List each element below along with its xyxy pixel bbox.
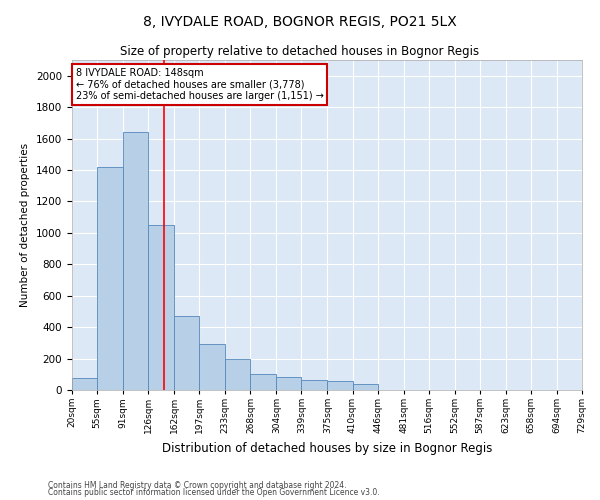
Bar — [72, 378, 97, 390]
Bar — [301, 380, 328, 390]
Bar — [225, 360, 250, 390]
Text: Contains HM Land Registry data © Crown copyright and database right 2024.: Contains HM Land Registry data © Crown c… — [48, 480, 347, 490]
X-axis label: Distribution of detached houses by size in Bognor Regis: Distribution of detached houses by size … — [162, 442, 492, 454]
Text: Size of property relative to detached houses in Bognor Regis: Size of property relative to detached ho… — [121, 45, 479, 58]
Bar — [250, 374, 276, 390]
Bar — [123, 132, 148, 390]
Bar — [353, 384, 379, 390]
Text: 8, IVYDALE ROAD, BOGNOR REGIS, PO21 5LX: 8, IVYDALE ROAD, BOGNOR REGIS, PO21 5LX — [143, 15, 457, 29]
Bar — [97, 167, 123, 390]
Bar — [328, 382, 353, 390]
Y-axis label: Number of detached properties: Number of detached properties — [20, 143, 31, 307]
Text: 8 IVYDALE ROAD: 148sqm
← 76% of detached houses are smaller (3,778)
23% of semi-: 8 IVYDALE ROAD: 148sqm ← 76% of detached… — [76, 68, 323, 101]
Bar — [148, 225, 174, 390]
Bar — [199, 344, 225, 390]
Bar — [276, 378, 301, 390]
Text: Contains public sector information licensed under the Open Government Licence v3: Contains public sector information licen… — [48, 488, 380, 497]
Bar — [174, 316, 199, 390]
